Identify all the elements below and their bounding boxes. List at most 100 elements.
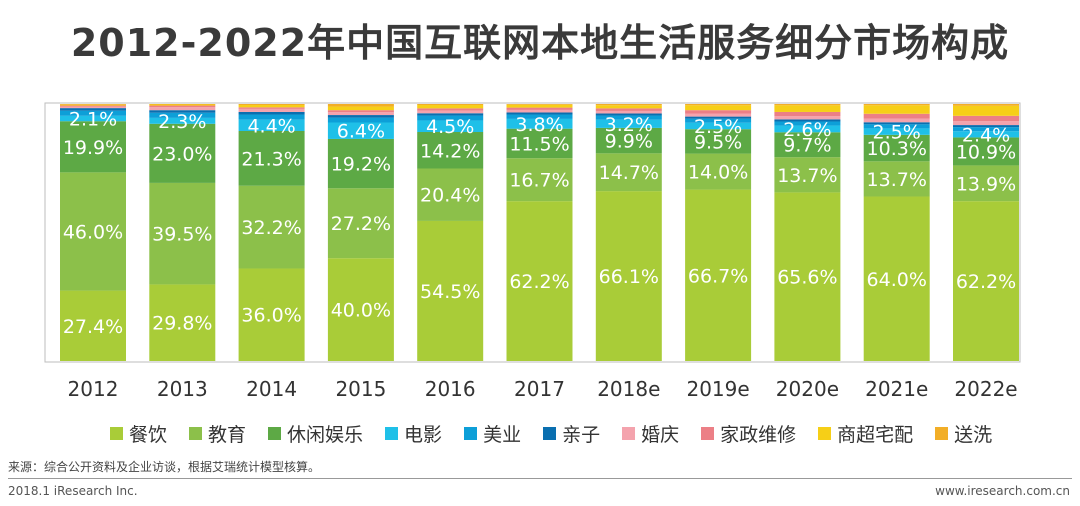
bar-segment: [417, 168, 484, 221]
bar-segment: [774, 125, 841, 133]
bar-segment: [60, 106, 126, 109]
legend-swatch: [622, 426, 636, 440]
bar-segment: [685, 104, 752, 106]
data-label: 9.5%: [694, 131, 742, 153]
data-label: 2.5%: [694, 116, 742, 138]
legend-swatch: [464, 426, 478, 440]
bar-segment: [863, 113, 930, 119]
x-tick-label: 2021e: [865, 377, 928, 401]
bar-segment: [774, 192, 841, 361]
legend-swatch: [543, 426, 557, 440]
bar-segment: [953, 115, 1019, 122]
bar-segment: [417, 110, 484, 114]
bar-segment: [60, 172, 126, 291]
bar-segment: [417, 105, 484, 109]
bar-segment: [863, 161, 930, 197]
legend-item: 休闲娱乐: [268, 420, 363, 447]
data-label: 14.2%: [420, 140, 480, 162]
data-label: 4.5%: [426, 116, 474, 138]
bar-segment: [238, 185, 305, 269]
data-label: 54.5%: [420, 281, 480, 303]
bar-segment: [327, 106, 394, 111]
data-label: 2.5%: [873, 122, 921, 144]
bar-segment: [774, 119, 841, 122]
legend-swatch: [268, 426, 282, 440]
data-label: 14.7%: [599, 162, 659, 184]
data-label: 19.9%: [63, 137, 123, 159]
data-label: 14.0%: [688, 162, 748, 184]
data-label: 62.2%: [509, 271, 569, 293]
bar-segment: [595, 110, 662, 114]
bar-segment: [238, 114, 305, 120]
bar-segment: [149, 182, 216, 285]
legend-item: 亲子: [543, 420, 600, 447]
data-label: 2.1%: [69, 109, 117, 131]
legend-item: 商超宅配: [818, 420, 913, 447]
data-label: 2.3%: [158, 111, 206, 133]
legend-item: 餐饮: [110, 420, 167, 447]
bar-segment: [953, 137, 1019, 166]
bar-segment: [953, 131, 1019, 138]
bar-segment: [595, 115, 662, 120]
bar-segment: [327, 117, 394, 123]
bar-segment: [506, 158, 573, 202]
legend-label: 电影: [404, 423, 443, 446]
data-label: 3.2%: [605, 114, 653, 136]
bar-segment: [953, 121, 1019, 126]
data-label: 64.0%: [867, 269, 927, 291]
data-label: 2.6%: [783, 119, 831, 141]
bar-segment: [595, 127, 662, 154]
legend-swatch: [110, 426, 123, 440]
legend: 餐饮 教育 休闲娱乐 电影 美业 亲子 婚庆 家政维修 商超宅配 送洗: [110, 420, 1070, 446]
data-label: 20.4%: [420, 185, 480, 207]
data-label: 13.7%: [867, 169, 927, 191]
footer-divider: [8, 478, 1072, 479]
bars-group: [60, 104, 1019, 361]
bar-segment: [685, 189, 752, 361]
bar-segment: [595, 104, 662, 106]
data-label: 27.4%: [63, 316, 123, 338]
bar-segment: [417, 220, 484, 361]
bar-segment: [149, 284, 216, 361]
bar-segment: [60, 104, 126, 105]
legend-label: 教育: [208, 423, 247, 446]
x-tick-label: 2018e: [597, 377, 660, 401]
bar-segment: [149, 123, 216, 183]
data-label: 19.2%: [331, 154, 391, 176]
bar-segment: [327, 110, 394, 113]
footer-copyright: 2018.1 iResearch Inc.: [8, 484, 138, 498]
bar-segment: [953, 201, 1019, 361]
data-label: 13.7%: [777, 165, 837, 187]
bar-segment: [595, 108, 662, 111]
bar-segment: [327, 122, 394, 139]
data-label: 36.0%: [241, 305, 301, 327]
bar-segment: [774, 132, 841, 158]
bar-segment: [417, 113, 484, 116]
data-label: 4.4%: [247, 115, 295, 137]
data-label: 46.0%: [63, 222, 123, 244]
bar-segment: [685, 153, 752, 190]
bar-segment: [774, 121, 841, 126]
bar-segment: [238, 105, 305, 108]
bar-segment: [863, 124, 930, 129]
chart-title: 2012-2022年中国互联网本地生活服务细分市场构成: [70, 21, 1010, 65]
bar-segment: [60, 290, 126, 361]
bar-segment: [685, 129, 752, 154]
bar-segment: [595, 153, 662, 192]
data-label: 39.5%: [152, 224, 212, 246]
bar-segment: [685, 122, 752, 130]
data-label: 66.1%: [599, 266, 659, 288]
legend-item: 美业: [464, 420, 521, 447]
legend-item: 婚庆: [622, 420, 679, 447]
legend-label: 美业: [483, 423, 522, 446]
bar-segment: [60, 110, 126, 116]
bar-segment: [417, 120, 484, 133]
bar-segment: [685, 116, 752, 119]
legend-label: 亲子: [562, 423, 601, 446]
bar-segment: [149, 107, 216, 111]
bar-segment: [863, 128, 930, 135]
bar-segment: [685, 118, 752, 123]
bar-segment: [863, 105, 930, 114]
x-tick-label: 2014: [246, 377, 297, 401]
bar-segment: [595, 191, 662, 361]
